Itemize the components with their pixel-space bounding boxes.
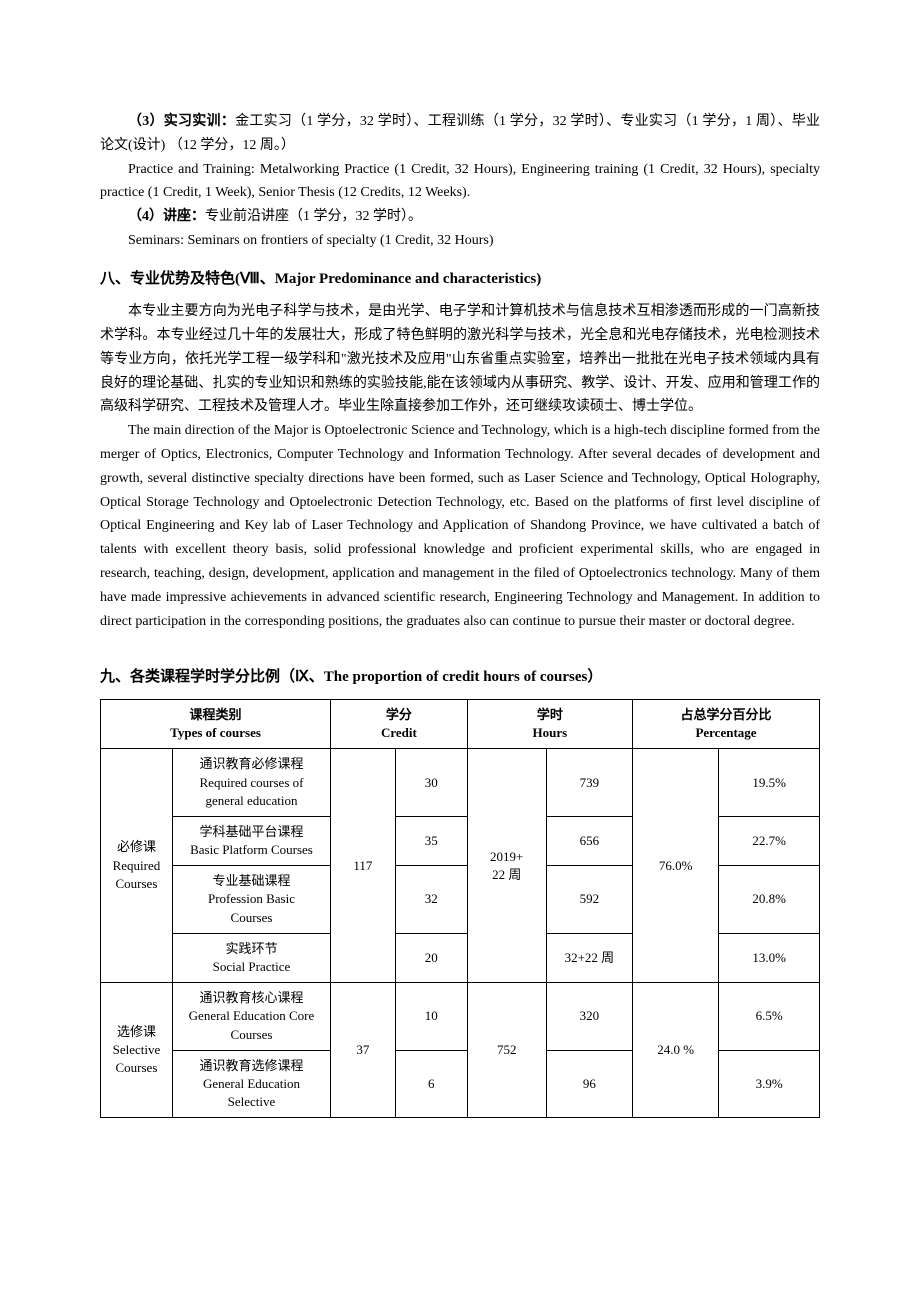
major-predominance-cn: 本专业主要方向为光电子科学与技术，是由光学、电子学和计算机技术与信息技术互相渗透…: [100, 300, 820, 419]
row-credit: 10: [395, 983, 467, 1051]
row-credit: 35: [395, 816, 467, 865]
row-pct: 20.8%: [719, 866, 820, 934]
row-name: 学科基础平台课程 Basic Platform Courses: [172, 816, 330, 865]
table-row: 必修课 Required Courses 通识教育必修课程 Required c…: [101, 749, 820, 817]
row-credit: 30: [395, 749, 467, 817]
row-credit: 6: [395, 1050, 467, 1118]
row-name: 通识教育核心课程 General Education Core Courses: [172, 983, 330, 1051]
row-hours: 656: [546, 816, 632, 865]
row-hours: 739: [546, 749, 632, 817]
th-hours: 学时Hours: [467, 699, 632, 748]
practice-training-cn: （3）实习实训：金工实习（1 学分，32 学时）、工程训练（1 学分，32 学时…: [100, 110, 820, 158]
row-pct: 19.5%: [719, 749, 820, 817]
major-predominance-en: The main direction of the Major is Optoe…: [100, 419, 820, 633]
row-hours: 32+22 周: [546, 933, 632, 982]
row-name: 专业基础课程 Profession Basic Courses: [172, 866, 330, 934]
table-row: 选修课 Selective Courses 通识教育核心课程 General E…: [101, 983, 820, 1051]
seminars-cn: （4）讲座：专业前沿讲座（1 学分，32 学时）。: [100, 205, 820, 229]
row-name: 通识教育必修课程 Required courses of general edu…: [172, 749, 330, 817]
spacer: [100, 633, 820, 651]
label-3: （3）实习实训：: [128, 114, 235, 129]
label-4: （4）讲座：: [128, 209, 205, 224]
row-name: 实践环节 Social Practice: [172, 933, 330, 982]
row-hours: 96: [546, 1050, 632, 1118]
row-hours: 320: [546, 983, 632, 1051]
p3-text: 专业前沿讲座（1 学分，32 学时）。: [205, 209, 422, 224]
required-pct-total: 76.0%: [633, 749, 719, 983]
section-8-heading: 八、专业优势及特色(Ⅷ、Major Predominance and chara…: [100, 267, 820, 293]
th-types: 课程类别Types of courses: [101, 699, 331, 748]
th-percentage: 占总学分百分比Percentage: [633, 699, 820, 748]
row-credit: 32: [395, 866, 467, 934]
table-header-row: 课程类别Types of courses 学分Credit 学时Hours 占总…: [101, 699, 820, 748]
practice-training-en: Practice and Training: Metalworking Prac…: [100, 158, 820, 206]
row-hours: 592: [546, 866, 632, 934]
th-credit: 学分Credit: [331, 699, 468, 748]
row-name: 通识教育选修课程 General Education Selective: [172, 1050, 330, 1118]
row-pct: 3.9%: [719, 1050, 820, 1118]
section-9-heading: 九、各类课程学时学分比例（Ⅸ、The proportion of credit …: [100, 665, 820, 691]
row-credit: 20: [395, 933, 467, 982]
seminars-en: Seminars: Seminars on frontiers of speci…: [100, 229, 820, 253]
selective-credit-total: 37: [331, 983, 396, 1118]
selective-label: 选修课 Selective Courses: [101, 983, 173, 1118]
required-hours-total: 2019+ 22 周: [467, 749, 546, 983]
selective-pct-total: 24.0 %: [633, 983, 719, 1118]
course-proportion-table: 课程类别Types of courses 学分Credit 学时Hours 占总…: [100, 699, 820, 1118]
required-label: 必修课 Required Courses: [101, 749, 173, 983]
required-credit-total: 117: [331, 749, 396, 983]
selective-hours-total: 752: [467, 983, 546, 1118]
row-pct: 22.7%: [719, 816, 820, 865]
row-pct: 6.5%: [719, 983, 820, 1051]
row-pct: 13.0%: [719, 933, 820, 982]
